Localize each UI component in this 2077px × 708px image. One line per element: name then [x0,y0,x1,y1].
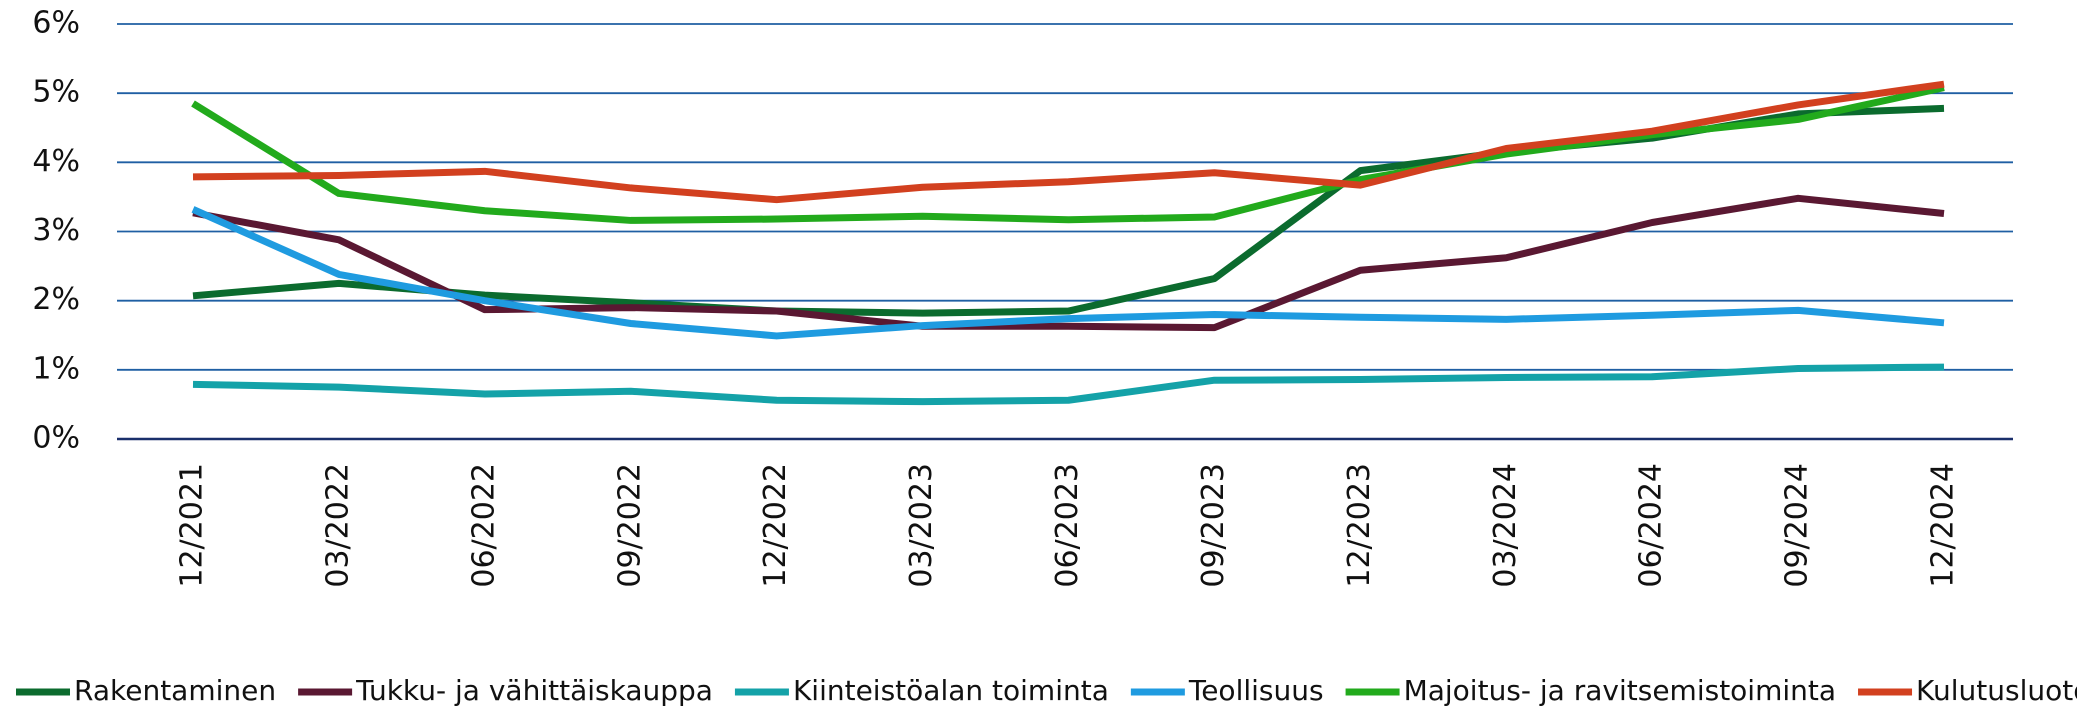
x-tick-label: 03/2022 [320,463,355,588]
series-line [192,80,1945,204]
legend-label: Kiinteistöalan toiminta [793,674,1109,707]
y-tick-label: 2% [32,282,80,317]
x-tick-label: 06/2024 [1634,463,1669,588]
legend-label: Teollisuus [1188,674,1324,707]
legend-label: Rakentaminen [74,674,276,707]
y-tick-label: 4% [32,144,80,179]
x-tick-label: 12/2022 [758,463,793,588]
x-tick-label: 06/2023 [1050,463,1085,588]
x-tick-label: 03/2024 [1488,463,1523,588]
y-tick-label: 5% [32,75,80,110]
y-tick-label: 0% [32,421,80,456]
y-tick-label: 1% [32,351,80,386]
x-tick-label: 12/2024 [1926,463,1961,588]
series-line [191,206,1945,340]
legend-label: Tukku- ja vähittäiskauppa [355,674,713,707]
y-tick-label: 6% [32,6,80,41]
x-tick-label: 12/2021 [175,463,210,588]
y-tick-label: 3% [32,213,80,248]
x-tick-label: 09/2023 [1196,463,1231,588]
series-line [192,194,1945,332]
x-tick-label: 12/2023 [1342,463,1377,588]
x-tick-label: 09/2022 [612,463,647,588]
x-tick-label: 09/2024 [1780,463,1815,588]
legend-label: Majoitus- ja ravitsemistoiminta [1404,674,1836,707]
series-line [192,363,1945,406]
x-tick-label: 03/2023 [904,463,939,588]
series-line [191,84,1945,224]
x-tick-label: 06/2022 [466,463,501,588]
legend-label: Kulutusluotot [1916,674,2077,707]
